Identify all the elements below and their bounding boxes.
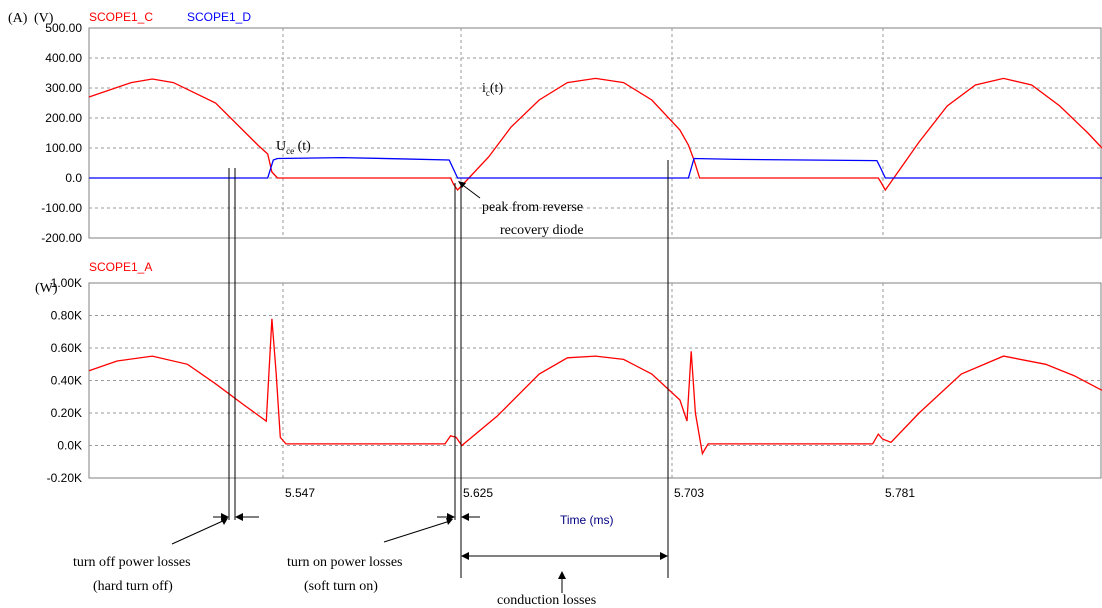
- peak-label-line1: peak from reverse: [482, 200, 583, 215]
- top-panel-series: [89, 78, 1102, 190]
- turnoff-label-line1: turn off power losses: [73, 555, 191, 570]
- legend-scope1-c: SCOPE1_C: [89, 10, 153, 24]
- bottom-y-tick-label: 0.0K: [57, 439, 82, 453]
- top-y-tick-label: 500.00: [45, 21, 82, 35]
- top-panel-grid: [89, 28, 1102, 238]
- top-frame: [89, 28, 1101, 238]
- bottom-panel-series: [89, 319, 1102, 454]
- turnoff-label-line2: (hard turn off): [93, 579, 173, 594]
- legend-scope1-a: SCOPE1_A: [89, 260, 152, 274]
- top-y-tick-label: 200.00: [45, 111, 82, 125]
- x-tick-labels: 5.547 5.625 5.703 5.781: [285, 486, 915, 500]
- conduction-bracket: [461, 552, 668, 593]
- top-y-tick-label: -200.00: [41, 231, 82, 245]
- x-axis-label: Time (ms): [560, 513, 614, 527]
- uce-label: Uce (t): [276, 139, 311, 156]
- turnon-arrows: [384, 513, 480, 542]
- turnon-label-line1: turn on power losses: [287, 555, 403, 570]
- legend-scope1-d: SCOPE1_D: [187, 10, 251, 24]
- bottom-y-tick-label: 0.40K: [51, 374, 82, 388]
- series-scope1-a: [89, 319, 1102, 454]
- x-tick-label: 5.625: [463, 486, 493, 500]
- bottom-y-tick-label: 0.60K: [51, 341, 82, 355]
- bottom-y-tick-label: -0.20K: [47, 471, 82, 485]
- top-y-tick-label: -100.00: [41, 201, 82, 215]
- bottom-y-tick-label: 0.80K: [51, 309, 82, 323]
- x-tick-label: 5.781: [885, 486, 915, 500]
- series-scope1-d: [89, 158, 1102, 178]
- top-y-tick-label: 0.0: [65, 171, 82, 185]
- turnoff-arrows: [172, 513, 259, 544]
- conduction-label: conduction losses: [497, 593, 596, 608]
- peak-label-line2: recovery diode: [500, 223, 584, 238]
- series-scope1-c: [89, 78, 1102, 190]
- top-units-a: (A): [8, 11, 28, 26]
- bottom-y-tick-label: 0.20K: [51, 406, 82, 420]
- x-tick-label: 5.547: [285, 486, 315, 500]
- x-tick-label: 5.703: [674, 486, 704, 500]
- turnon-label-line2: (soft turn on): [304, 579, 378, 594]
- ic-label: ic(t): [482, 81, 503, 98]
- bottom-panel-grid: [89, 283, 1102, 478]
- bottom-y-tick-labels: 1.00K 0.80K 0.60K 0.40K 0.20K 0.0K -0.20K: [47, 276, 82, 485]
- top-y-tick-labels: 500.00 400.00 300.00 200.00 100.00 0.0 -100.00…: [41, 21, 82, 245]
- top-y-tick-label: 300.00: [45, 81, 82, 95]
- top-y-tick-label: 100.00: [45, 141, 82, 155]
- top-y-tick-label: 400.00: [45, 51, 82, 65]
- bottom-y-tick-label: 1.00K: [51, 276, 82, 290]
